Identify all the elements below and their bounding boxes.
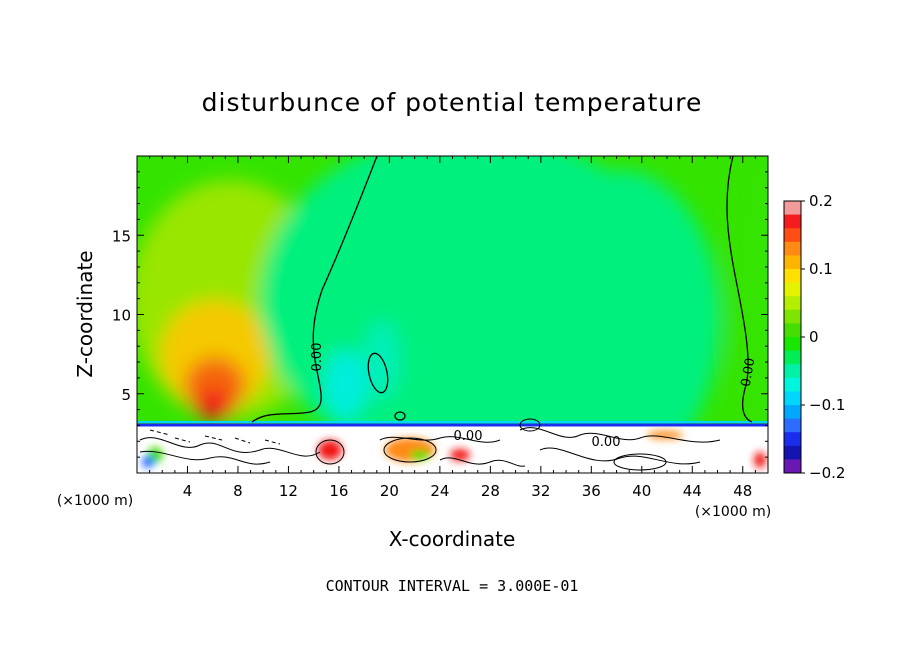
x-tick-label: 40 <box>632 482 651 500</box>
zero-contour-right <box>726 156 753 423</box>
terrain-contour-4 <box>539 447 701 465</box>
x-axis-label: X-coordinate <box>389 527 516 551</box>
y-axis-label: Z-coordinate <box>73 250 97 377</box>
terrain-contour-2 <box>139 450 271 465</box>
y-tick-label: 10 <box>112 307 131 325</box>
field-patch-aqua-right <box>520 170 720 470</box>
x-tick-label: 36 <box>582 482 601 500</box>
terrain-contour-5 <box>379 436 501 443</box>
terrain-patch-orange-2 <box>647 431 683 439</box>
x-tick-label: 12 <box>279 482 298 500</box>
y-axis-ticks: 5 10 15 <box>112 171 768 458</box>
terrain-patch-red-3 <box>754 452 766 468</box>
x-tick-label: 24 <box>430 482 449 500</box>
terrain-patch-green-1 <box>410 450 430 460</box>
colorbar-swatch <box>784 214 801 229</box>
x-tick-label: 20 <box>380 482 399 500</box>
terrain-contours <box>139 418 721 471</box>
colorbar-tick-label: 0.1 <box>809 260 833 278</box>
terrain-contour-10 <box>149 429 281 445</box>
x-tick-label: 32 <box>531 482 550 500</box>
zero-contour-small <box>394 411 406 421</box>
colorbar: 0.2 0.1 0 −0.1 −0.2 <box>783 192 845 482</box>
x-tick-label: 4 <box>183 482 193 500</box>
colorbar-swatch <box>784 445 801 460</box>
colorbar-swatch <box>784 459 801 474</box>
colorbar-swatch <box>784 255 801 270</box>
terrain-patch-blue-1 <box>142 456 154 468</box>
colorbar-swatch <box>784 350 801 365</box>
x-tick-label: 28 <box>481 482 500 500</box>
x-tick-label: 48 <box>733 482 752 500</box>
colorbar-swatch <box>784 418 801 433</box>
plot-area <box>137 156 768 473</box>
colorbar-swatch <box>784 228 801 243</box>
colorbar-swatch <box>784 309 801 324</box>
colorbar-swatch <box>784 269 801 284</box>
terrain-contour-1 <box>139 437 321 457</box>
colorbar-tick-label: −0.2 <box>809 464 845 482</box>
colorbar-swatch <box>784 323 801 338</box>
x-axis-ticks: 4 8 12 16 20 24 28 32 36 40 44 48 <box>149 156 756 500</box>
field-patch-red <box>194 390 234 420</box>
contour-label-1: 0.00 <box>310 343 325 372</box>
terrain-contour-8 <box>519 418 541 432</box>
y-tick-label: 5 <box>121 386 131 404</box>
colorbar-swatch <box>784 296 801 311</box>
contour-label-3: 0.00 <box>454 429 483 444</box>
x-tick-label: 44 <box>683 482 702 500</box>
contour-interval-note: CONTOUR INTERVAL = 3.000E-01 <box>326 577 579 595</box>
terrain-patch-red-1 <box>318 440 342 460</box>
zero-contour-island <box>367 352 389 394</box>
contour-label-2: 0.00 <box>739 357 759 388</box>
contour-label-4: 0.00 <box>592 435 621 450</box>
colorbar-swatch <box>784 432 801 447</box>
terrain-band <box>137 418 768 473</box>
colorbar-swatch <box>784 377 801 392</box>
y-unit-label: (×1000 m) <box>57 493 133 509</box>
terrain-patch-red-2 <box>450 449 470 461</box>
colorbar-tick-label: −0.1 <box>809 396 845 414</box>
zero-contour-left <box>251 156 378 423</box>
zero-contours <box>251 156 753 423</box>
colorbar-tick-label: 0.2 <box>809 192 833 210</box>
colorbar-swatch <box>784 201 801 216</box>
x-tick-label: 16 <box>329 482 348 500</box>
colorbar-swatch <box>784 405 801 420</box>
y-tick-label: 15 <box>112 227 131 245</box>
colorbar-swatch <box>784 282 801 297</box>
terrain-contour-9 <box>613 453 667 471</box>
terrain-contour-7 <box>315 439 345 465</box>
terrain-contour-6 <box>383 437 437 463</box>
colorbar-swatch <box>784 364 801 379</box>
terrain-contour-3 <box>519 427 721 443</box>
x-unit-label: (×1000 m) <box>695 504 771 520</box>
x-tick-label: 8 <box>233 482 243 500</box>
colorbar-swatch <box>784 241 801 256</box>
colorbar-swatch <box>784 391 801 406</box>
colorbar-swatch <box>784 337 801 352</box>
chart-title: disturbunce of potential temperature <box>202 88 703 117</box>
terrain-contour-11 <box>439 457 526 467</box>
field-patch-green-right <box>725 156 768 460</box>
field-patch-cyan <box>323 350 367 420</box>
field-patches <box>137 156 768 470</box>
colorbar-tick-label: 0 <box>809 328 819 346</box>
